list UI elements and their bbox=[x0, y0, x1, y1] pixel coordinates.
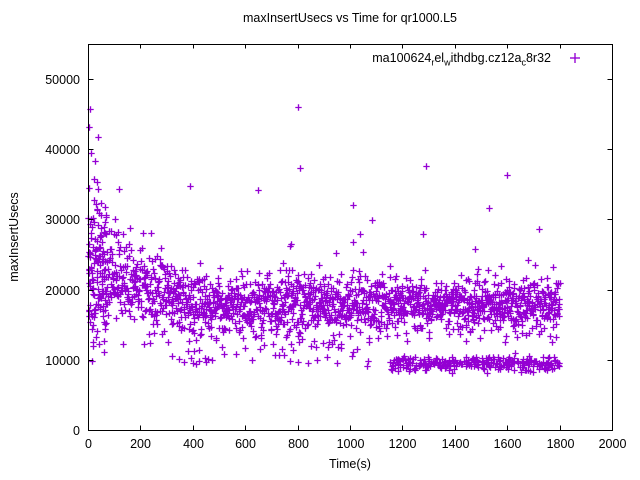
axes-layer: 0 200 400 600 800 1000 1200 1400 1600 1800 2000 0 1… bbox=[45, 44, 627, 451]
y-axis-ticks: 0 10000 20000 30000 40000 50000 bbox=[45, 73, 613, 438]
x-tick-label: 600 bbox=[235, 437, 256, 451]
x-axis-title: Time(s) bbox=[329, 457, 371, 471]
y-tick-label: 20000 bbox=[45, 284, 80, 298]
x-tick-label: 200 bbox=[130, 437, 151, 451]
y-axis-title: maxInsertUsecs bbox=[7, 192, 21, 282]
x-tick-label: 1000 bbox=[337, 437, 365, 451]
x-tick-label: 1800 bbox=[547, 437, 575, 451]
legend-series-label: ma100624relwithdbg.cz12ac8r32 bbox=[372, 51, 551, 68]
y-tick-label: 50000 bbox=[45, 73, 80, 87]
x-tick-label: 1200 bbox=[389, 437, 417, 451]
y-tick-label: 30000 bbox=[45, 213, 80, 227]
axis-labels-layer: Time(s) maxInsertUsecs bbox=[7, 192, 371, 471]
y-tick-label: 10000 bbox=[45, 354, 80, 368]
chart-title: maxInsertUsecs vs Time for qr1000.L5 bbox=[243, 11, 457, 25]
x-tick-label: 1400 bbox=[442, 437, 470, 451]
x-axis-ticks: 0 200 400 600 800 1000 1200 1400 1600 1800 2000 bbox=[85, 44, 627, 451]
legend-plus-marker-icon bbox=[570, 53, 580, 63]
y-tick-label: 40000 bbox=[45, 143, 80, 157]
scatter-markers-layer bbox=[85, 104, 564, 377]
chart-legend: ma100624relwithdbg.cz12ac8r32 bbox=[372, 51, 580, 68]
x-tick-label: 1600 bbox=[494, 437, 522, 451]
x-tick-label: 2000 bbox=[599, 437, 627, 451]
scatter-points bbox=[85, 104, 564, 377]
x-tick-label: 800 bbox=[288, 437, 309, 451]
x-tick-label: 0 bbox=[85, 437, 92, 451]
y-tick-label: 0 bbox=[73, 424, 80, 438]
x-tick-label: 400 bbox=[183, 437, 204, 451]
